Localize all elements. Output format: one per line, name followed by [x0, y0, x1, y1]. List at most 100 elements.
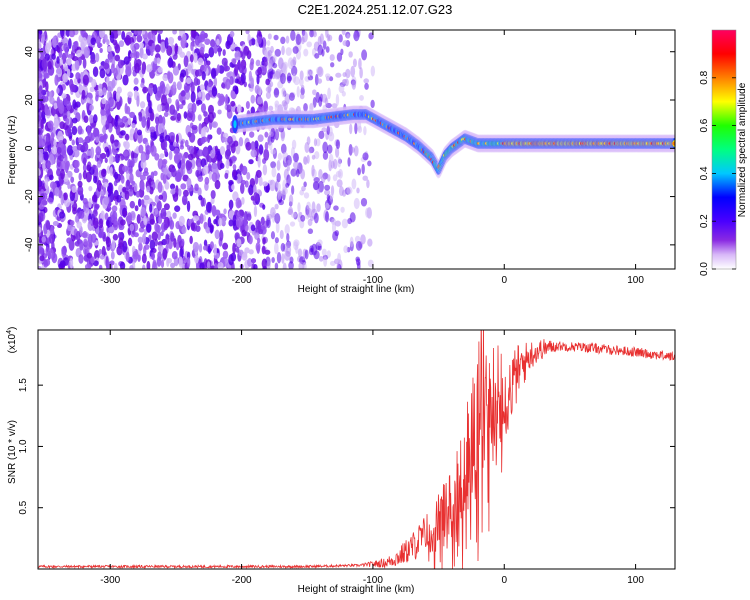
- spectrogram-cell: [111, 205, 118, 213]
- spectrogram-cell: [113, 262, 118, 269]
- spectrogram-cell: [127, 158, 132, 170]
- spectrogram-cell: [298, 261, 305, 269]
- spectrogram-cell: [281, 100, 287, 107]
- spectrogram-cell: [170, 135, 175, 142]
- spectrogram-cell: [356, 187, 360, 194]
- spectrogram-cell: [141, 67, 146, 75]
- spectrogram-cell: [352, 58, 357, 68]
- spectrogram-cell: [263, 59, 268, 67]
- spectrogram-cell: [351, 80, 357, 90]
- spectrogram-x-axis: -300 -200 -100 0 100: [100, 30, 644, 286]
- spectrogram-cell: [72, 99, 77, 110]
- spectrogram-cell: [210, 189, 216, 199]
- spectrogram-cell: [271, 167, 277, 178]
- spectrogram-cell: [52, 220, 59, 227]
- spectrogram-cell: [213, 77, 218, 87]
- spectrogram-cell: [119, 219, 126, 226]
- spectrogram-cell: [127, 237, 133, 247]
- spectrogram-cell: [231, 156, 237, 162]
- spectrogram-cell: [290, 212, 297, 218]
- spectrogram-cell: [331, 103, 338, 109]
- spectrogram-cell: [67, 181, 71, 190]
- spectrogram-cell: [303, 48, 309, 57]
- spectrogram-cell: [260, 216, 265, 226]
- spectrogram-cell: [175, 99, 180, 107]
- spectrogram-cell: [162, 248, 168, 260]
- spectrogram-cell: [276, 172, 281, 183]
- spectrogram-cell: [154, 222, 159, 232]
- spectrogram-cell: [219, 229, 224, 242]
- spectrogram-x-label: Height of straight line (km): [298, 284, 415, 295]
- spectrogram-cell: [152, 170, 158, 177]
- spectrogram-cell: [258, 144, 264, 155]
- spectrogram-cell: [322, 40, 327, 50]
- spectrogram-cell: [71, 117, 78, 124]
- spectrogram-cell: [318, 96, 323, 107]
- spectrogram-cell: [199, 262, 205, 269]
- spectrogram-cell: [289, 256, 294, 264]
- spectrogram-cell: [317, 78, 323, 84]
- spectrogram-cell: [205, 201, 212, 213]
- spectrogram-cell: [181, 99, 186, 106]
- spectrogram-cell: [312, 31, 317, 38]
- spectrogram-cell: [163, 203, 170, 211]
- spectrogram-cell: [278, 125, 285, 133]
- spectrogram-cell: [328, 131, 335, 142]
- spectrogram-cell: [138, 144, 144, 154]
- spectrogram-cell: [154, 44, 161, 53]
- spectrogram-cell: [78, 172, 82, 181]
- spectrogram-cell: [239, 209, 244, 216]
- spectrogram-cell: [113, 219, 119, 231]
- spectrogram-cell: [166, 97, 172, 104]
- spectrogram-cell: [197, 57, 204, 66]
- spectrogram-cell: [151, 231, 158, 241]
- spectrogram-cell: [216, 154, 223, 161]
- spectrogram-cell: [121, 30, 126, 40]
- spectrogram-cell: [267, 49, 272, 57]
- spectrogram-cell: [38, 129, 41, 135]
- spectrogram-cell: [81, 89, 86, 100]
- spectrogram-cell: [299, 70, 304, 81]
- spectrogram-cell: [226, 104, 232, 113]
- spectrogram-cell: [148, 106, 153, 114]
- spectrogram-cell: [334, 220, 341, 227]
- spectrogram-cell: [306, 154, 310, 164]
- spectrogram-cell: [181, 155, 186, 164]
- spectrogram-cell: [306, 208, 313, 218]
- spectrogram-cell: [174, 153, 180, 164]
- spectrogram-cell: [190, 30, 197, 39]
- spectrogram-cell: [342, 40, 349, 47]
- spectrogram-cell: [317, 239, 323, 247]
- spectrogram-cell: [292, 56, 297, 66]
- y-tick-label: -20: [24, 189, 35, 204]
- spectrogram-cell: [332, 158, 338, 170]
- spectrogram-cell: [117, 59, 124, 69]
- spectrogram-cell: [335, 93, 340, 106]
- spectrogram-cell: [284, 224, 290, 235]
- spectrogram-cell: [286, 233, 290, 242]
- spectrogram-cell: [240, 72, 246, 84]
- spectrogram-cell: [270, 69, 275, 75]
- spectrogram-cell: [346, 33, 351, 39]
- spectrogram-cell: [211, 205, 217, 217]
- spectrogram-cell: [82, 141, 89, 152]
- spectrogram-cell: [149, 126, 156, 133]
- spectrogram-cell: [100, 109, 106, 116]
- spectrogram-cell: [224, 172, 229, 179]
- spectrogram-cell: [332, 174, 338, 182]
- spectrogram-cell: [174, 205, 181, 212]
- spectrogram-cell: [201, 71, 206, 81]
- spectrogram-cell: [318, 256, 324, 262]
- spectrogram-cell: [285, 35, 290, 44]
- spectrogram-cell: [277, 152, 283, 161]
- spectrogram-cell: [186, 200, 191, 213]
- spectrogram-cell: [43, 72, 50, 79]
- spectrogram-cell: [43, 151, 50, 161]
- spectrogram-cell: [257, 237, 261, 244]
- spectrogram-cell: [228, 219, 234, 227]
- spectrogram-cell: [200, 158, 207, 168]
- spectrogram-cell: [58, 154, 64, 162]
- spectrogram-cell: [122, 74, 129, 86]
- spectrogram-cell: [263, 148, 270, 161]
- spectrogram-cell: [301, 30, 308, 43]
